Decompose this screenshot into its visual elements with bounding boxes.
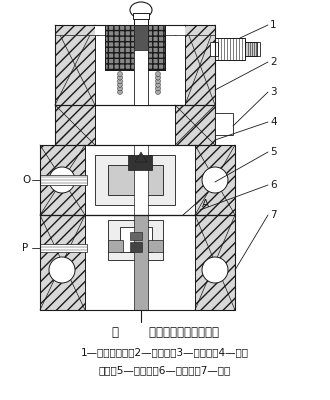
Circle shape xyxy=(202,167,228,193)
Bar xyxy=(55,25,215,105)
Text: 5: 5 xyxy=(270,147,277,157)
Text: 7: 7 xyxy=(270,210,277,220)
Bar xyxy=(215,113,233,135)
Bar xyxy=(95,25,185,105)
Circle shape xyxy=(155,75,160,80)
Bar xyxy=(134,145,148,215)
Bar xyxy=(85,145,195,215)
Bar xyxy=(105,25,165,70)
Bar xyxy=(40,215,235,310)
Text: 1: 1 xyxy=(270,20,277,30)
Bar xyxy=(55,105,215,145)
Bar xyxy=(133,13,149,19)
Circle shape xyxy=(155,72,160,76)
Bar xyxy=(128,155,152,170)
Bar xyxy=(175,105,215,145)
Bar xyxy=(108,165,163,195)
Bar xyxy=(148,240,163,252)
Circle shape xyxy=(202,257,228,283)
Bar xyxy=(108,220,163,260)
Bar xyxy=(134,215,148,310)
Bar xyxy=(120,227,152,252)
Bar xyxy=(134,25,148,105)
Circle shape xyxy=(49,257,75,283)
Polygon shape xyxy=(135,152,147,162)
Bar xyxy=(55,25,215,105)
Bar xyxy=(245,42,260,56)
Circle shape xyxy=(117,82,122,87)
Text: 装置；5—先导口；6—阀盘组；7—阀体: 装置；5—先导口；6—阀盘组；7—阀体 xyxy=(99,365,231,375)
Text: O: O xyxy=(22,175,30,185)
Bar xyxy=(105,25,165,70)
Bar xyxy=(40,145,235,215)
Circle shape xyxy=(155,90,160,94)
Bar xyxy=(85,215,195,310)
Circle shape xyxy=(155,86,160,91)
Ellipse shape xyxy=(130,2,152,18)
Bar xyxy=(40,215,235,310)
Text: 3: 3 xyxy=(270,87,277,97)
Bar xyxy=(95,25,185,35)
Text: A: A xyxy=(202,199,209,209)
Bar xyxy=(40,145,235,215)
Bar xyxy=(130,242,142,252)
Bar xyxy=(55,105,95,145)
Circle shape xyxy=(117,79,122,84)
Bar xyxy=(210,42,218,56)
Circle shape xyxy=(117,90,122,94)
Text: 6: 6 xyxy=(270,180,277,190)
Bar xyxy=(40,244,87,252)
Bar xyxy=(40,175,87,185)
Text: 图        二位三通截止式电磁阀: 图 二位三通截止式电磁阀 xyxy=(112,326,218,338)
Circle shape xyxy=(117,86,122,91)
Bar xyxy=(95,155,175,205)
Circle shape xyxy=(117,75,122,80)
Circle shape xyxy=(49,167,75,193)
Bar xyxy=(134,25,148,105)
Bar xyxy=(134,17,148,25)
Bar xyxy=(108,240,123,252)
Circle shape xyxy=(155,82,160,87)
Text: 4: 4 xyxy=(270,117,277,127)
Bar xyxy=(245,42,257,56)
Text: P: P xyxy=(22,243,28,253)
Text: 2: 2 xyxy=(270,57,277,67)
Bar xyxy=(130,232,142,240)
Text: 1—先导排空口；2—电磁头；3—动铁芯；4—手动: 1—先导排空口；2—电磁头；3—动铁芯；4—手动 xyxy=(81,347,249,357)
Bar xyxy=(55,25,215,35)
Circle shape xyxy=(117,72,122,76)
Bar xyxy=(215,38,245,60)
Circle shape xyxy=(155,79,160,84)
Bar xyxy=(95,105,175,145)
Bar xyxy=(134,25,148,50)
